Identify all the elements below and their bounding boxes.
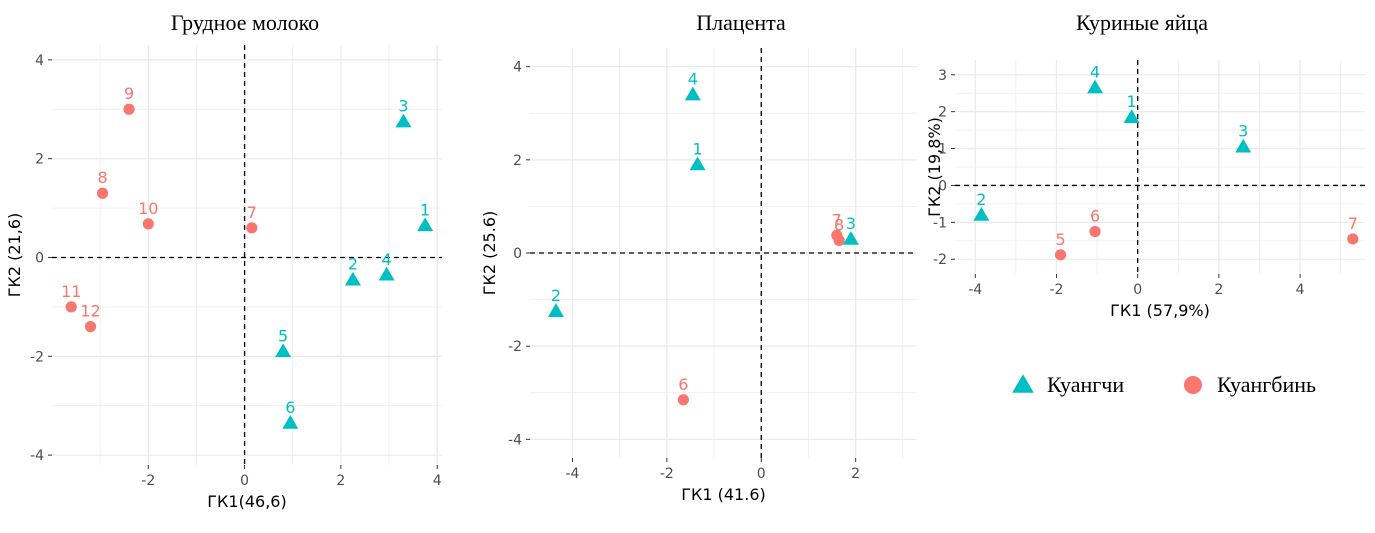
data-point-circle — [142, 218, 154, 230]
point-label: 8 — [97, 168, 107, 187]
legend-label: Куангчи — [1047, 372, 1124, 397]
point-label: 11 — [61, 282, 81, 301]
data-point-circle — [1089, 225, 1101, 238]
data-point-triangle — [973, 206, 990, 221]
data-point-triangle — [1087, 79, 1104, 94]
point-label: 5 — [1055, 230, 1065, 249]
y-tick-label: 2 — [938, 105, 947, 121]
legend-key-circle — [1184, 376, 1202, 394]
point-label: 3 — [1238, 122, 1248, 141]
x-tick-label: 2 — [1214, 282, 1223, 298]
panel-title: Грудное молоко — [171, 10, 319, 35]
y-tick-label: 0 — [938, 178, 947, 194]
y-tick-label: 2 — [35, 152, 44, 168]
data-point-circle — [84, 321, 97, 333]
y-tick-label: -2 — [933, 252, 947, 268]
point-label: 3 — [398, 97, 408, 116]
point-label: 9 — [124, 84, 134, 103]
x-tick-label: -4 — [565, 466, 579, 482]
panel-title: Куриные яйца — [1076, 10, 1208, 35]
point-label: 1 — [1126, 92, 1136, 111]
point-label: 2 — [551, 286, 561, 305]
point-label: 6 — [678, 375, 688, 394]
point-label: 2 — [348, 255, 358, 274]
point-label: 7 — [832, 210, 842, 229]
data-point-triangle — [1235, 138, 1252, 153]
x-tick-label: -2 — [660, 466, 674, 482]
point-label: 8 — [834, 215, 844, 234]
chart-panel-1: -2 0 2 4 -4 -2 0 2 4 Грудное молоко ГК1(46,6) ГК2 (… — [5, 10, 442, 511]
panel-title: Плацента — [696, 10, 786, 35]
data-point-circle — [65, 301, 77, 313]
x-tick-label: 0 — [240, 473, 249, 489]
y-tick-label: -4 — [508, 432, 522, 448]
x-tick-label: 0 — [1133, 282, 1142, 298]
point-label: 1 — [420, 200, 430, 219]
legend-label: Куангбинь — [1217, 372, 1316, 397]
legend: Куангчи Куангбинь — [1012, 372, 1316, 397]
x-tick-label: 4 — [1296, 282, 1305, 298]
point-label: 4 — [382, 250, 392, 269]
legend-key-triangle — [1012, 374, 1034, 393]
y-axis-title: ГК2 (21,6) — [5, 213, 24, 298]
y-axis-title: ГК2 (19,8%) — [925, 117, 944, 217]
data-point-triangle — [842, 231, 859, 245]
x-tick-label: 4 — [433, 473, 442, 489]
x-axis-title: ГК1(46,6) — [207, 492, 286, 511]
x-tick-label: -2 — [141, 473, 155, 489]
x-tick-label: 2 — [851, 466, 860, 482]
y-tick-label: 3 — [938, 68, 947, 84]
data-point-circle — [96, 187, 109, 199]
y-tick-label: 2 — [513, 153, 522, 169]
x-tick-label: 2 — [336, 473, 345, 489]
point-label: 12 — [80, 302, 100, 321]
data-point-circle — [1347, 233, 1359, 245]
data-point-triangle — [344, 271, 361, 286]
data-point-circle — [246, 222, 258, 234]
point-label: 4 — [1090, 63, 1100, 82]
data-point-triangle — [689, 156, 706, 171]
chart-panel-3: -4 -2 0 2 4 -2 -1 0 1 2 3 Куриные яйца ГК1 (57,9%) ГК… — [925, 10, 1365, 320]
data-point-triangle — [547, 303, 564, 317]
y-tick-label: 0 — [35, 250, 44, 266]
y-tick-label: -2 — [508, 339, 522, 355]
data-point-triangle — [282, 415, 299, 429]
point-label: 7 — [247, 203, 257, 222]
point-label: 5 — [278, 326, 288, 345]
y-tick-label: -4 — [30, 448, 44, 464]
x-axis-title: ГК1 (41.6) — [681, 485, 766, 504]
data-point-triangle — [378, 266, 395, 281]
point-label: 10 — [138, 199, 158, 218]
x-tick-label: 0 — [757, 466, 766, 482]
data-point-triangle — [395, 113, 412, 128]
data-point-triangle — [684, 86, 701, 101]
chart-panel-2: -4 -2 0 2 -4 -2 0 2 4 Плацента ГК1 (41.6) ГК2 (25.6… — [480, 10, 917, 504]
data-point-triangle — [417, 217, 434, 232]
y-tick-label: -2 — [30, 349, 44, 365]
point-label: 4 — [688, 70, 698, 89]
y-tick-label: 1 — [938, 142, 947, 158]
point-label: 7 — [1348, 214, 1358, 233]
point-label: 6 — [1090, 207, 1100, 226]
data-point-circle — [677, 394, 689, 406]
x-tick-label: -2 — [1050, 282, 1064, 298]
point-label: 2 — [976, 190, 986, 209]
y-tick-label: 0 — [513, 246, 522, 262]
data-point-triangle — [1123, 109, 1140, 123]
y-tick-label: 4 — [513, 60, 522, 76]
point-label: 6 — [285, 398, 295, 417]
data-point-circle — [1054, 249, 1067, 261]
y-tick-label: 4 — [35, 53, 44, 69]
data-point-triangle — [275, 343, 292, 358]
point-label: 1 — [692, 139, 702, 158]
y-axis-title: ГК2 (25.6) — [480, 211, 499, 296]
data-point-circle — [123, 103, 135, 115]
data-point-circle — [833, 234, 845, 247]
point-label: 3 — [846, 214, 856, 233]
y-tick-label: -1 — [933, 215, 947, 231]
x-tick-label: -4 — [968, 282, 982, 298]
x-axis-title: ГК1 (57,9%) — [1110, 301, 1210, 320]
